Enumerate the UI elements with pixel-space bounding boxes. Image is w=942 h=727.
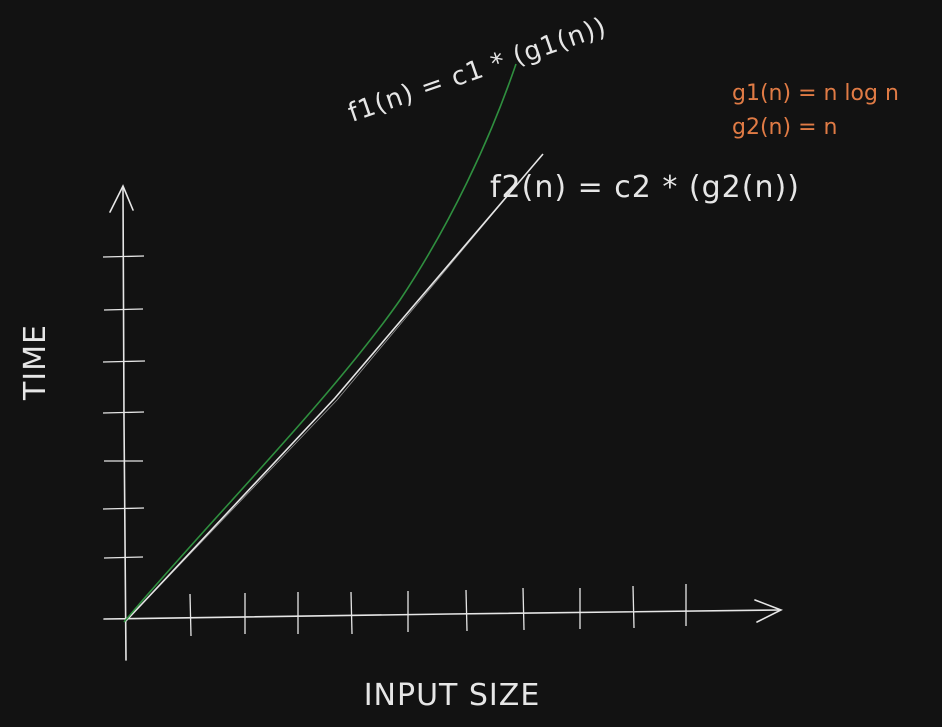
y-tick [102,360,146,363]
f2-line [124,153,544,623]
x-ticks [189,584,687,637]
x-tick [350,591,353,635]
g1-definition: g1(n) = n log n [732,81,899,106]
x-tick [465,589,468,632]
x-axis-arrow [754,599,783,623]
y-tick [103,556,144,559]
y-ticks [102,255,146,559]
f2-line-sketch [126,155,542,621]
f1-curve [123,63,517,623]
y-axis-arrow [109,184,134,213]
g2-definition: g2(n) = n [732,115,837,140]
x-axis-label: INPUT SIZE [364,678,541,713]
y-axis-line [122,187,127,661]
y-axis-label: TIME [18,324,53,401]
f2-label: f2(n) = c2 * (g2(n)) [490,170,800,205]
y-axis [109,184,134,661]
y-tick [102,507,145,510]
y-tick [102,255,145,258]
y-tick [102,411,145,414]
x-axis-line [103,609,781,620]
f1-label: f1(n) = c1 * (g1(n)) [345,12,611,129]
x-tick [522,587,525,631]
y-tick [103,308,144,311]
x-tick [189,593,192,637]
x-axis [103,599,783,623]
x-tick [632,585,635,629]
